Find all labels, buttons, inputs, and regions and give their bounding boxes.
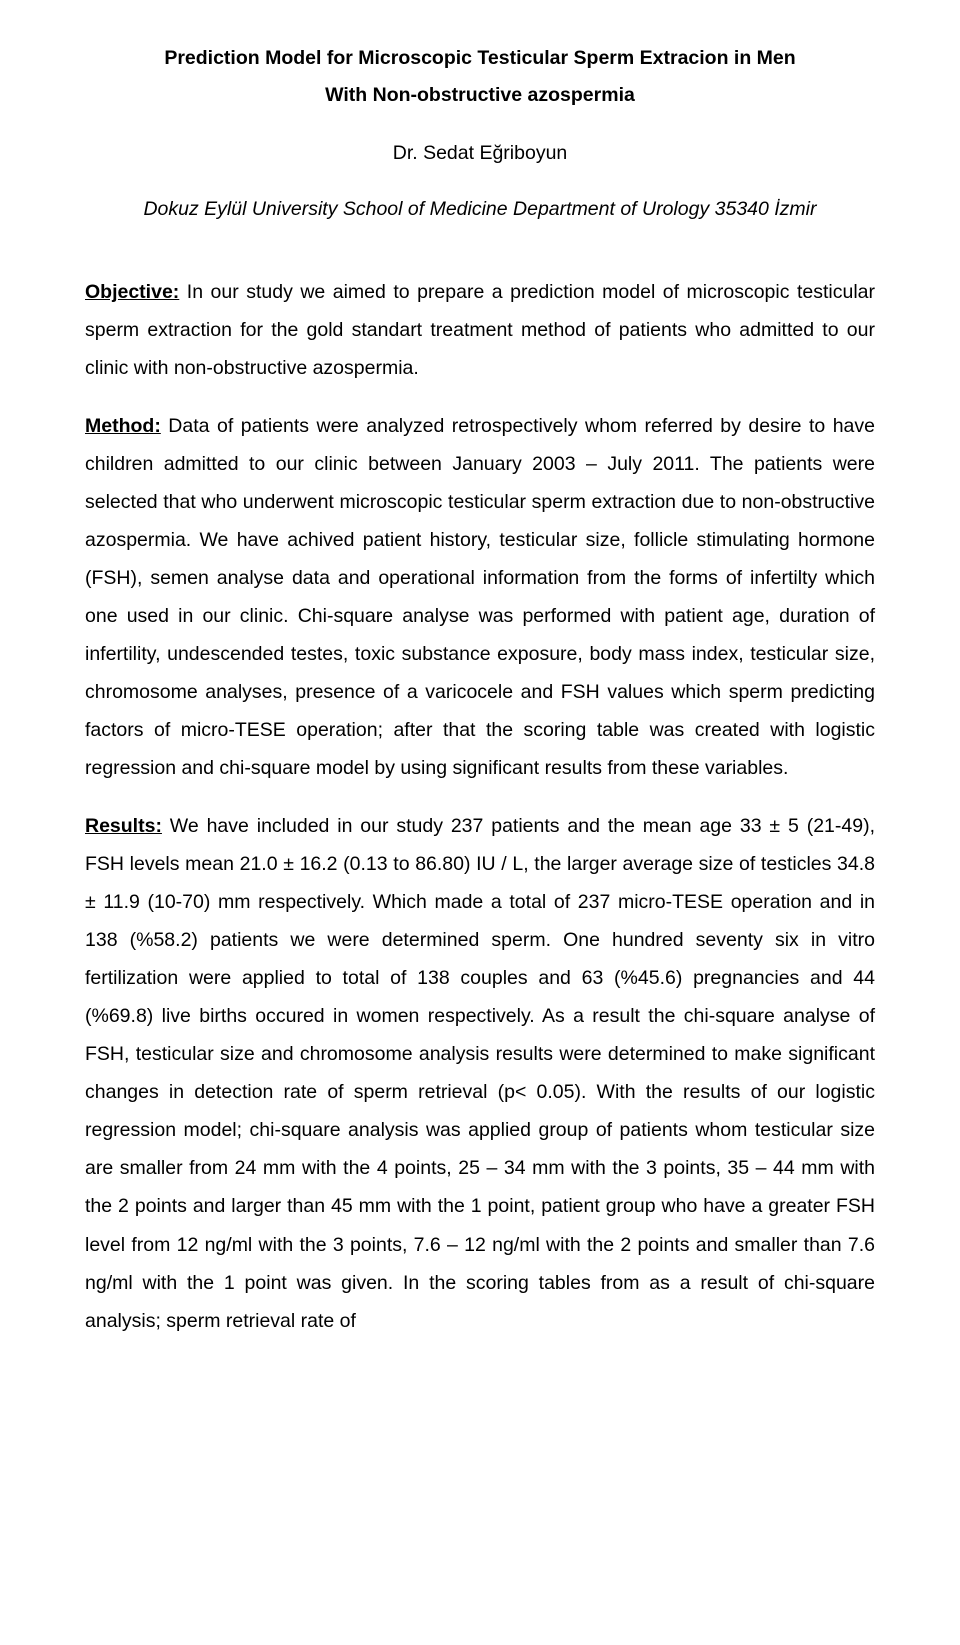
title-line-1: Prediction Model for Microscopic Testicu… <box>164 47 795 69</box>
objective-heading: Objective: <box>85 281 179 303</box>
author-affiliation: Dokuz Eylül University School of Medicin… <box>85 190 875 228</box>
objective-paragraph: Objective: In our study we aimed to prep… <box>85 273 875 387</box>
objective-text: In our study we aimed to prepare a predi… <box>85 281 875 379</box>
document-page: Prediction Model for Microscopic Testicu… <box>0 0 960 1645</box>
document-title: Prediction Model for Microscopic Testicu… <box>85 40 875 114</box>
method-heading: Method: <box>85 415 161 437</box>
results-text: We have included in our study 237 patien… <box>85 815 875 1331</box>
results-heading: Results: <box>85 815 162 837</box>
results-paragraph: Results: We have included in our study 2… <box>85 807 875 1339</box>
title-line-2: With Non-obstructive azospermia <box>325 84 635 106</box>
method-text: Data of patients were analyzed retrospec… <box>85 415 875 779</box>
author-name: Dr. Sedat Eğriboyun <box>85 134 875 172</box>
method-paragraph: Method: Data of patients were analyzed r… <box>85 407 875 787</box>
